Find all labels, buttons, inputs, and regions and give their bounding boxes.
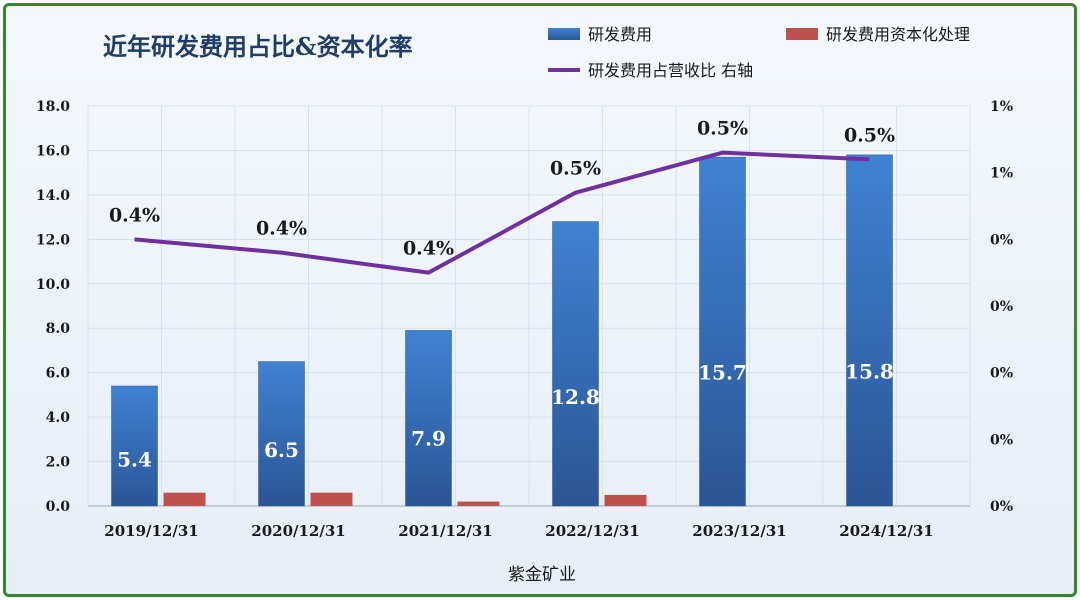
- x-axis: 2019/12/31 2020/12/31 2021/12/31 2022/12/31…: [104, 522, 933, 540]
- y-tick-label: 14.0: [36, 188, 70, 204]
- bar-rd-capitalized: [604, 494, 647, 506]
- line-point-label: 0.5%: [697, 118, 748, 140]
- grid-lines: [87, 105, 971, 507]
- y-tick-label: 4.0: [46, 410, 71, 426]
- line-point-label: 0.4%: [109, 204, 160, 226]
- x-axis-title: 紫金矿业: [508, 565, 576, 585]
- bar-value-label: 15.8: [845, 360, 894, 384]
- x-tick-label: 2020/12/31: [251, 522, 345, 540]
- x-tick-label: 2022/12/31: [545, 522, 639, 540]
- y-tick-label: 10.0: [36, 277, 70, 293]
- bar-value-label: 5.4: [117, 447, 152, 471]
- x-tick-label: 2021/12/31: [398, 522, 492, 540]
- line-point-label: 0.5%: [550, 158, 601, 180]
- y-tick-label: 6.0: [46, 366, 71, 382]
- legend-label: 研发费用资本化处理: [826, 25, 970, 44]
- line-point-label: 0.4%: [403, 238, 454, 260]
- y-tick-label: 16.0: [36, 143, 70, 159]
- line-rd-ratio: [134, 150, 870, 275]
- legend-label: 研发费用: [588, 25, 652, 44]
- legend-swatch-bar: [786, 28, 818, 40]
- bar-rd-expense: [699, 156, 746, 507]
- y-tick-label: 18.0: [36, 99, 70, 115]
- bar-rd-expense: [552, 221, 599, 507]
- bar-rd-capitalized: [163, 492, 206, 506]
- y-axis-left: 0.0 2.0 4.0 6.0 8.0 10.0 12.0 14.0 16.0 18.0: [36, 99, 70, 515]
- bar-rd-expense: [111, 385, 158, 507]
- chart-title: 近年研发费用占比&资本化率: [103, 32, 413, 61]
- bar-value-label: 6.5: [264, 438, 299, 462]
- y2-tick-label: 0%: [990, 499, 1013, 515]
- x-tick-label: 2024/12/31: [839, 522, 933, 540]
- x-tick-label: 2023/12/31: [692, 522, 786, 540]
- y-tick-label: 0.0: [46, 499, 71, 515]
- y-tick-label: 8.0: [46, 321, 71, 337]
- legend-label: 研发费用占营收比 右轴: [588, 61, 753, 80]
- x-tick-label: 2019/12/31: [104, 522, 198, 540]
- y2-tick-label: 0%: [990, 432, 1013, 448]
- legend-swatch-bar: [548, 28, 580, 40]
- y-axis-right: 0% 0% 0% 0% 0% 1% 1%: [990, 99, 1013, 515]
- bars-group: 5.4 6.5 7.9 12.8 15.7 15.8: [111, 154, 894, 507]
- y2-tick-label: 0%: [990, 299, 1013, 315]
- bar-value-label: 12.8: [551, 385, 600, 409]
- bar-rd-expense: [258, 361, 305, 507]
- y2-tick-label: 1%: [990, 99, 1013, 115]
- bar-value-label: 7.9: [411, 426, 446, 450]
- bar-rd-expense: [846, 154, 893, 507]
- bar-rd-capitalized: [310, 492, 353, 506]
- bar-value-label: 15.7: [698, 360, 747, 384]
- bar-rd-expense: [405, 330, 452, 507]
- y2-tick-label: 0%: [990, 366, 1013, 382]
- y2-tick-label: 1%: [990, 166, 1013, 182]
- line-point-label: 0.4%: [256, 218, 307, 240]
- y-tick-label: 12.0: [36, 232, 70, 248]
- y-tick-label: 2.0: [46, 455, 71, 471]
- y2-tick-label: 0%: [990, 232, 1013, 248]
- bar-rd-capitalized: [457, 501, 500, 506]
- line-series: 0.4% 0.4% 0.4% 0.5% 0.5% 0.5%: [109, 118, 895, 275]
- line-point-label: 0.5%: [844, 124, 895, 146]
